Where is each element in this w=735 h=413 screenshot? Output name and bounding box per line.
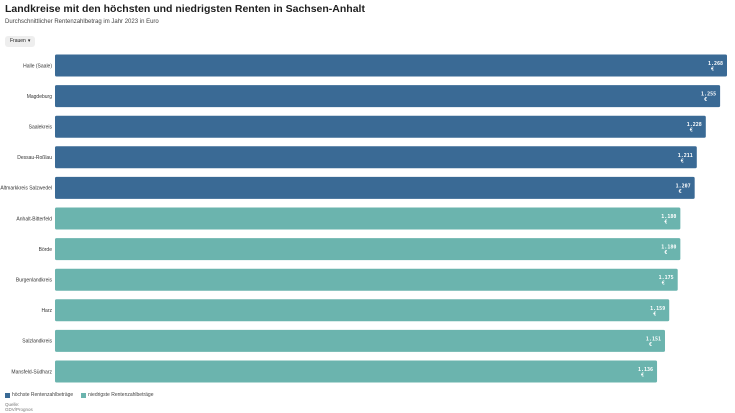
value-label: 1.136 € [638, 367, 653, 379]
bar[interactable] [55, 207, 681, 230]
category-label: Harz [41, 308, 52, 314]
bar[interactable] [55, 176, 695, 199]
chevron-down-icon: ▾ [27, 38, 31, 44]
bar[interactable] [55, 329, 665, 352]
legend-label-high: höchste Rentenzahlbeträge [12, 392, 74, 398]
category-label: Altmarkkreis Salzwedel [0, 186, 52, 192]
category-label: Saalekreis [29, 125, 53, 131]
value-label: 1.211 € [678, 153, 693, 165]
bar[interactable] [55, 268, 678, 291]
value-label: 1.175 € [659, 275, 674, 287]
category-label: Börde [39, 247, 53, 253]
value-label: 1.228 € [687, 122, 702, 134]
bar[interactable] [55, 299, 670, 322]
value-label: 1.180 € [661, 245, 676, 257]
gender-filter-dropdown[interactable]: Frauen ▾ [5, 36, 36, 47]
category-label: Magdeburg [27, 94, 53, 100]
value-label: 1.180 € [661, 214, 676, 226]
legend-item-high: höchste Rentenzahlbeträge [5, 392, 73, 398]
source-name: GDV/Prognos [5, 407, 33, 412]
category-label: Salzlandkreis [22, 339, 52, 345]
chart-title: Landkreise mit den höchsten und niedrigs… [5, 3, 365, 15]
bar[interactable] [55, 85, 721, 108]
bar[interactable] [55, 115, 706, 138]
legend-swatch-low [81, 392, 87, 398]
category-label: Mansfeld-Südharz [11, 369, 52, 375]
source-label: Quelle: [5, 402, 20, 407]
value-label: 1.207 € [676, 183, 691, 195]
gender-filter-label: Frauen [10, 38, 26, 44]
category-label: Anhalt-Bitterfeld [16, 216, 52, 222]
chart-legend: höchste Rentenzahlbeträge niedrigste Ren… [5, 392, 153, 398]
value-label: 1.151 € [646, 336, 661, 348]
category-label: Halle (Saale) [23, 63, 52, 69]
category-label: Dessau-Roßlau [17, 155, 52, 161]
bar[interactable] [55, 238, 681, 261]
value-label: 1.159 € [650, 306, 665, 318]
legend-swatch-high [5, 392, 10, 398]
bar[interactable] [55, 360, 658, 383]
chart-subtitle: Durchschnittlicher Rentenzahlbetrag im J… [5, 19, 159, 25]
value-label: 1.268 € [708, 61, 723, 73]
value-label: 1.255 € [701, 92, 716, 104]
bar-chart: Halle (Saale) 1.268 € Magdeburg 1.255 € Saalek… [0, 54, 727, 383]
bar[interactable] [55, 54, 727, 77]
source-note: Quelle: GDV/Prognos [5, 402, 33, 412]
legend-label-low: niedrigste Rentenzahlbeträge [88, 392, 154, 398]
legend-item-low: niedrigste Rentenzahlbeträge [81, 392, 153, 398]
category-label: Burgenlandkreis [16, 278, 53, 284]
bar[interactable] [55, 146, 697, 169]
